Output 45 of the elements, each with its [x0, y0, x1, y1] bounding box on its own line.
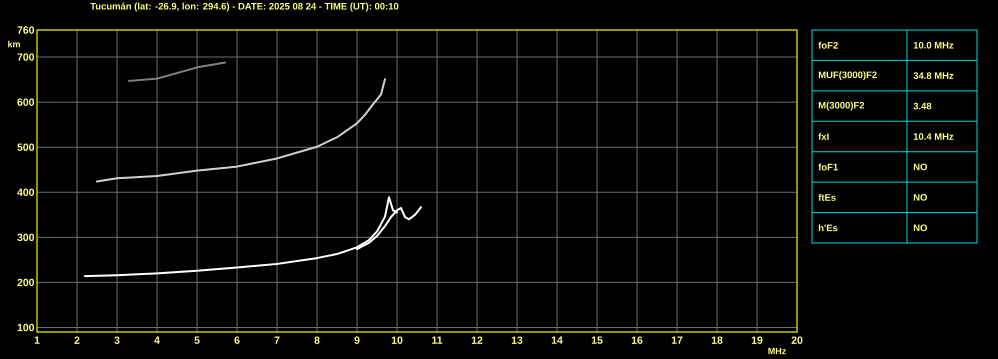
x-tick-label: 10	[392, 336, 402, 344]
y-axis-title: km	[8, 40, 20, 48]
y-tick-label: 500	[17, 144, 34, 151]
x-tick-label: 2	[74, 336, 80, 344]
text: NO	[914, 194, 928, 201]
y-tick-label: 300	[17, 234, 34, 242]
x-tick-label: 11	[432, 336, 442, 344]
y-tick-label: 100	[18, 324, 34, 332]
text: 3.48	[913, 102, 932, 110]
x-tick-label: 19	[752, 336, 762, 344]
category-label: foF1	[818, 163, 838, 170]
y-tick-label: 760	[17, 26, 34, 34]
text: 34.8 MHz	[913, 72, 954, 79]
x-tick-label: 12	[472, 336, 482, 344]
x-tick-label: 15	[592, 336, 603, 344]
x-tick-label: 3	[114, 336, 120, 344]
x-tick-label: 18	[712, 336, 722, 344]
y-tick-label: 400	[17, 188, 34, 196]
text: NO	[914, 224, 928, 232]
category-label: fxI	[818, 133, 829, 140]
x-tick-label: 17	[672, 336, 682, 344]
category-label: h'Es	[818, 224, 838, 232]
x-tick-label: 1	[34, 336, 40, 344]
y-tick-label: 700	[17, 53, 34, 61]
x-tick-label: 5	[194, 336, 200, 344]
x-tick-label: 7	[274, 336, 280, 344]
x-tick-label: 4	[154, 336, 160, 344]
x-tick-label: 14	[552, 336, 563, 344]
text: NO	[914, 164, 928, 170]
category-label: ftEs	[818, 194, 836, 201]
chart-title: Tucumán (lat: -26.9, lon: 294.6) - DATE: 2025 08 24 - TIME (UT): 00:10	[90, 2, 398, 12]
y-tick-label: 200	[17, 278, 34, 286]
x-tick-label: 16	[632, 336, 642, 344]
x-tick-label: 13	[512, 336, 522, 344]
y-tick-label: 600	[17, 98, 34, 106]
text: 10.0 MHz	[914, 42, 954, 49]
x-tick-label: 6	[234, 336, 240, 344]
category-label: M(3000)F2	[818, 102, 864, 110]
x-tick-label: 8	[314, 336, 320, 344]
x-tick-label: 9	[354, 336, 360, 344]
x-axis-title: MHz	[768, 348, 786, 354]
category-label: MUF(3000)F2	[818, 71, 877, 80]
text: 10.4 MHz	[914, 133, 954, 140]
x-tick-label: 20	[792, 336, 802, 344]
category-label: foF2	[818, 42, 838, 49]
